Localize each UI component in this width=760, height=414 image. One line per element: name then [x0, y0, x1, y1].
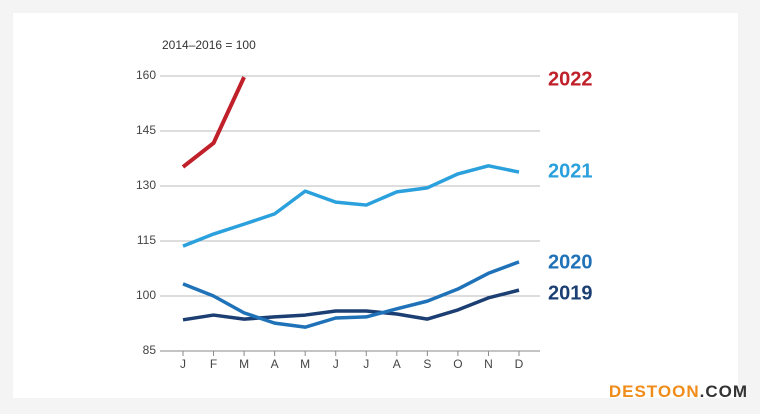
- x-tick-label: O: [453, 357, 462, 371]
- x-tick-label: S: [423, 357, 431, 371]
- y-tick-label: 100: [136, 288, 156, 302]
- line: [182, 260, 520, 329]
- line: [181, 76, 246, 169]
- series-label: 2020: [548, 251, 593, 273]
- x-tick-label: A: [393, 357, 401, 371]
- y-tick-label: 115: [137, 233, 156, 247]
- y-tick-label: 160: [136, 68, 156, 82]
- x-tick-label: N: [484, 357, 493, 371]
- x-tick-label: J: [180, 357, 186, 371]
- series-label: 2019: [548, 282, 593, 304]
- series-label: 2022: [548, 68, 593, 90]
- y-tick-label: 145: [136, 123, 156, 137]
- subtitle: 2014–2016 = 100: [162, 38, 256, 52]
- y-tick-label: 85: [143, 343, 157, 357]
- card: [13, 13, 738, 398]
- watermark: DESTOON.COM: [609, 382, 748, 401]
- x-tick-label: J: [333, 357, 339, 371]
- series-label: 2021: [548, 160, 593, 182]
- line: [182, 288, 520, 322]
- y-tick-label: 130: [136, 178, 156, 192]
- x-tick-label: M: [300, 357, 310, 371]
- x-tick-label: J: [363, 357, 369, 371]
- line: [182, 164, 520, 248]
- x-tick-label: M: [239, 357, 249, 371]
- x-tick-label: F: [210, 357, 217, 371]
- watermark-suffix: .COM: [700, 382, 748, 401]
- x-tick-label: D: [515, 357, 524, 371]
- x-tick-label: A: [271, 357, 279, 371]
- watermark-brand: DESTOON: [609, 382, 700, 401]
